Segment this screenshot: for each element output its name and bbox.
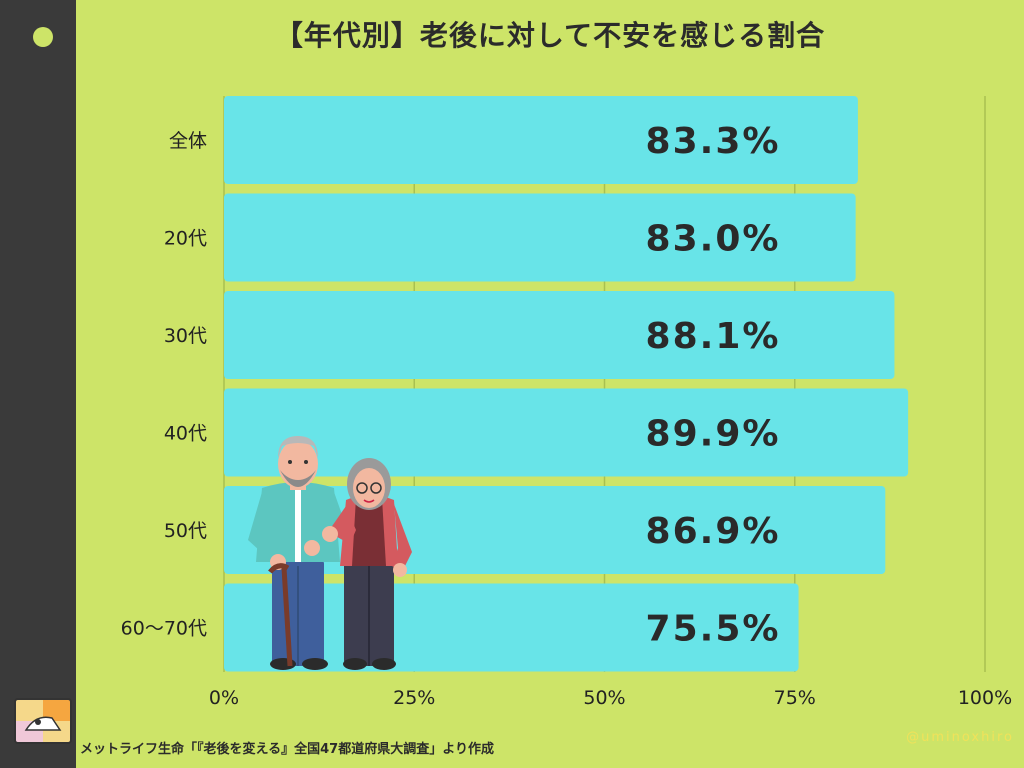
source-note: メットライフ生命「『老後を変える』全国47都道府県大調査」より作成 (80, 742, 494, 757)
bar (224, 96, 858, 184)
value-label: 86.9% (646, 511, 781, 552)
category-label: 20代 (164, 228, 207, 250)
category-label: 40代 (164, 423, 207, 445)
bar (224, 388, 909, 477)
sidebar-dot-icon (33, 27, 53, 47)
category-label: 50代 (164, 520, 207, 542)
elderly-woman-figure (322, 458, 412, 670)
chart-title: 【年代別】老後に対して不安を感じる割合 (274, 19, 826, 52)
x-tick-label: 100% (958, 687, 1012, 709)
logo-icon (14, 698, 72, 744)
category-label: 全体 (169, 130, 207, 152)
bar (224, 193, 856, 282)
value-label: 88.1% (646, 316, 781, 357)
value-label: 83.3% (646, 121, 781, 162)
x-tick-label: 25% (393, 687, 435, 709)
category-label: 30代 (164, 325, 207, 347)
value-label: 83.0% (646, 219, 781, 260)
sidebar (0, 0, 76, 768)
elderly-man-figure (248, 436, 346, 670)
credit-handle: @uminoxhiro (906, 730, 1014, 745)
value-label: 89.9% (646, 414, 781, 455)
elderly-couple-illustration (248, 436, 412, 670)
value-label: 75.5% (646, 609, 781, 650)
x-tick-label: 75% (774, 687, 816, 709)
bar (224, 291, 895, 379)
x-tick-label: 0% (209, 687, 239, 709)
x-tick-label: 50% (583, 687, 625, 709)
category-label: 60〜70代 (121, 618, 207, 640)
